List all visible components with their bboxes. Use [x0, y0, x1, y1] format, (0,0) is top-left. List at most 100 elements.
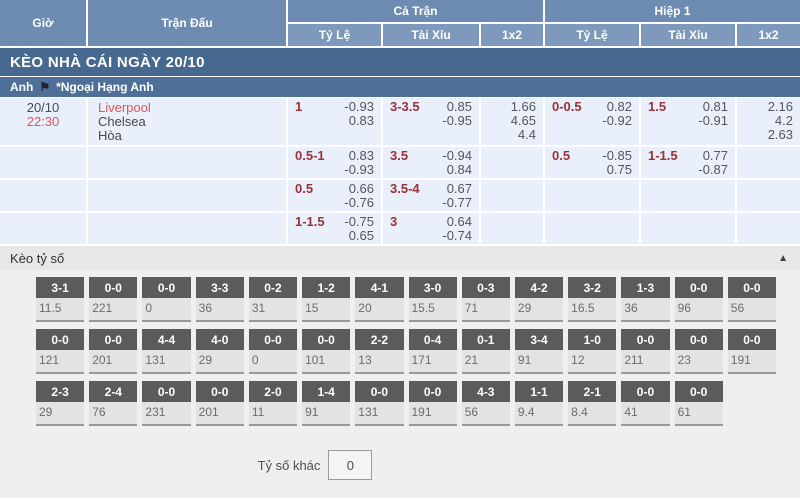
full-handicap-odds[interactable]: 1-1.5 -0.75 0.65 — [288, 213, 381, 244]
handicap-line: 0.5 — [552, 148, 571, 163]
score-box: 0-0 — [355, 381, 404, 402]
score-box: 0-0 — [142, 381, 191, 402]
score-odd: 131 — [358, 405, 379, 419]
score-cell[interactable]: 0-0 131 — [355, 381, 404, 426]
odd-value: -0.94 — [442, 148, 472, 163]
score-cell[interactable]: 0-0 231 — [142, 381, 191, 426]
score-cell[interactable]: 4-3 56 — [461, 381, 510, 426]
full-handicap-odds[interactable]: 0.5 0.66 -0.76 — [288, 180, 381, 211]
score-cell[interactable]: 4-0 29 — [195, 329, 244, 374]
score-cell[interactable]: 1-2 15 — [302, 277, 351, 322]
score-odd: 8.4 — [571, 405, 588, 419]
score-odd: 191 — [730, 353, 751, 367]
score-cell[interactable]: 3-2 16.5 — [568, 277, 617, 322]
score-odd: 91 — [305, 405, 319, 419]
full-over-under-odds[interactable]: 3-3.5 0.85 -0.95 — [383, 98, 479, 145]
correct-score-header: Kèo tỷ số ▲ — [0, 246, 800, 270]
odd-value: -0.87 — [698, 162, 728, 177]
score-cell[interactable]: 2-0 11 — [248, 381, 298, 426]
other-score-box[interactable]: 0 — [328, 450, 373, 480]
full-handicap-odds[interactable]: 0.5-1 0.83 -0.93 — [288, 147, 381, 178]
score-cell[interactable]: 4-4 131 — [142, 329, 191, 374]
score-cell[interactable]: 0-0 201 — [89, 329, 138, 374]
handicap-line: 0-0.5 — [552, 99, 582, 114]
empty-cell — [545, 213, 639, 244]
score-cell[interactable]: 0-0 41 — [621, 381, 670, 426]
half-1x2-odds[interactable]: 2.16 4.2 2.63 — [737, 98, 800, 145]
full-over-under-odds[interactable]: 3 0.64 -0.74 — [383, 213, 479, 244]
score-cell[interactable]: 1-1 9.4 — [514, 381, 564, 426]
score-cell[interactable]: 0-0 23 — [674, 329, 723, 374]
score-odd: 56 — [730, 301, 745, 315]
score-cell[interactable]: 0-0 191 — [727, 329, 776, 374]
odds-table-header: Giờ Trận Đấu Cả Trận Hiệp 1 Tỷ Lệ Tài Xỉ… — [0, 0, 800, 46]
score-row: 0-0 121 0-0 201 4-4 131 4-0 29 — [0, 322, 800, 374]
score-cell[interactable]: 0-0 191 — [408, 381, 457, 426]
odd-value: 4.65 — [510, 113, 536, 128]
score-cell[interactable]: 1-4 91 — [302, 381, 351, 426]
score-box: 1-4 — [302, 381, 351, 402]
score-cell[interactable]: 0-0 61 — [674, 381, 723, 426]
score-odd: 131 — [145, 353, 166, 367]
score-cell[interactable]: 0-0 56 — [727, 277, 776, 322]
score-cell[interactable]: 3-0 15.5 — [408, 277, 457, 322]
odd-value: 0.67 — [446, 181, 472, 196]
score-box: 2-4 — [89, 381, 138, 402]
score-cell[interactable]: 3-4 91 — [514, 329, 564, 374]
score-odd: 9.4 — [517, 405, 535, 419]
score-odd: 36 — [624, 301, 638, 315]
score-box: 4-0 — [195, 329, 244, 350]
score-cell[interactable]: 0-2 31 — [248, 277, 298, 322]
odd-value: -0.74 — [442, 228, 472, 243]
odd-value: 0.75 — [606, 162, 632, 177]
score-cell[interactable]: 4-2 29 — [514, 277, 564, 322]
score-cell[interactable]: 0-0 0 — [142, 277, 191, 322]
handicap-line: 1-1.5 — [295, 214, 325, 229]
half-handicap-odds[interactable]: 0-0.5 0.82 -0.92 — [545, 98, 639, 145]
full-handicap-odds[interactable]: 1 -0.93 0.83 — [288, 98, 381, 145]
score-row: 3-1 11.5 0-0 221 0-0 0 3-3 36 — [0, 270, 800, 322]
score-cell[interactable]: 0-1 21 — [461, 329, 510, 374]
score-cell[interactable]: 0-0 101 — [302, 329, 351, 374]
score-cell[interactable]: 3-1 11.5 — [36, 277, 85, 322]
score-cell[interactable]: 0-0 221 — [89, 277, 138, 322]
score-cell[interactable]: 0-3 71 — [461, 277, 510, 322]
half-handicap-odds[interactable]: 0.5 -0.85 0.75 — [545, 147, 639, 178]
score-cell[interactable]: 2-3 29 — [36, 381, 85, 426]
score-cell[interactable]: 0-0 121 — [36, 329, 85, 374]
score-cell[interactable]: 0-0 211 — [621, 329, 670, 374]
score-box: 0-1 — [461, 329, 510, 350]
odd-value: -0.77 — [442, 195, 472, 210]
score-cell[interactable]: 2-4 76 — [89, 381, 138, 426]
full-over-under-odds[interactable]: 3.5-4 0.67 -0.77 — [383, 180, 479, 211]
score-cell[interactable]: 2-1 8.4 — [568, 381, 617, 426]
score-cell[interactable]: 0-4 171 — [408, 329, 457, 374]
score-cell[interactable]: 1-0 12 — [568, 329, 617, 374]
odd-value: 0.77 — [702, 148, 728, 163]
empty-cell — [481, 180, 543, 211]
odd-value: -0.95 — [442, 113, 472, 128]
full-over-under-odds[interactable]: 3.5 -0.94 0.84 — [383, 147, 479, 178]
score-cell[interactable]: 0-0 201 — [195, 381, 244, 426]
half-over-under-odds[interactable]: 1-1.5 0.77 -0.87 — [641, 147, 735, 178]
odds-table-body: 20/10 22:30 Liverpool Chelsea Hòa 1 -0.9… — [0, 98, 800, 244]
score-odd: 29 — [198, 353, 212, 367]
score-cell[interactable]: 0-0 96 — [674, 277, 723, 322]
score-box: 3-1 — [36, 277, 85, 298]
score-box: 0-0 — [142, 277, 191, 298]
score-cell[interactable]: 1-3 36 — [621, 277, 670, 322]
score-cell[interactable]: 3-3 36 — [195, 277, 244, 322]
score-cell[interactable]: 0-0 0 — [248, 329, 298, 374]
half-over-under-odds[interactable]: 1.5 0.81 -0.91 — [641, 98, 735, 145]
correct-score-title: Kèo tỷ số — [10, 250, 65, 266]
away-team: Chelsea — [98, 114, 146, 129]
score-box: 3-3 — [195, 277, 244, 298]
score-odd: 11 — [251, 405, 265, 419]
score-cell[interactable]: 4-1 20 — [355, 277, 404, 322]
score-cell[interactable]: 2-2 13 — [355, 329, 404, 374]
over-under-odds: 0.67 -0.77 — [442, 182, 472, 211]
full-1x2-odds[interactable]: 1.66 4.65 4.4 — [481, 98, 543, 145]
collapse-icon[interactable]: ▲ — [778, 252, 788, 264]
header-full-over-under: Tài Xỉu — [383, 24, 479, 46]
